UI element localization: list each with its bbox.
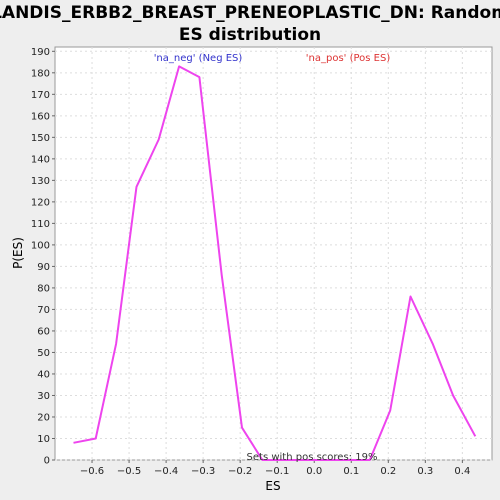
- y-tick-label: 10: [37, 434, 50, 445]
- y-tick-label: 120: [31, 197, 50, 208]
- y-tick-label: 110: [31, 219, 50, 230]
- x-tick-label: −0.1: [265, 466, 289, 477]
- y-tick-label: 50: [37, 348, 50, 359]
- y-axis-label: P(ES): [11, 237, 25, 269]
- chart-title-line-2: ES distribution: [179, 25, 321, 45]
- x-tick-label: −0.3: [191, 466, 215, 477]
- chart-title-line-1: LANDIS_ERBB2_BREAST_PRENEOPLASTIC_DN: Ra…: [0, 3, 500, 23]
- y-tick-label: 180: [31, 68, 50, 79]
- y-tick-label: 40: [37, 369, 50, 380]
- x-axis-label: ES: [265, 479, 280, 493]
- es-distribution-line: [73, 65, 477, 461]
- y-tick-label: 130: [31, 176, 50, 187]
- x-tick-label: −0.4: [154, 466, 178, 477]
- grid: [55, 47, 492, 461]
- x-tick-label: −0.5: [117, 466, 141, 477]
- y-tick-label: 70: [37, 305, 50, 316]
- y-tick-label: 100: [31, 240, 50, 251]
- y-tick-label: 170: [31, 90, 50, 101]
- y-tick-label: 190: [31, 47, 50, 58]
- legend-pos-es: 'na_pos' (Pos ES): [306, 53, 391, 64]
- y-tick-label: 30: [37, 391, 50, 402]
- y-tick-label: 20: [37, 412, 50, 423]
- x-tick-label: 0.1: [343, 466, 359, 477]
- legend-neg-es: 'na_neg' (Neg ES): [154, 53, 243, 64]
- x-tick-label: −0.2: [228, 466, 252, 477]
- y-tick-label: 60: [37, 326, 50, 337]
- series-layer: [73, 65, 477, 461]
- y-tick-label: 140: [31, 154, 50, 165]
- x-tick-label: 0.2: [380, 466, 396, 477]
- y-tick-label: 160: [31, 111, 50, 122]
- y-tick-label: 150: [31, 133, 50, 144]
- x-tick-label: 0.4: [454, 466, 470, 477]
- x-tick-label: −0.6: [80, 466, 104, 477]
- y-tick-label: 80: [37, 283, 50, 294]
- x-tick-label: 0.3: [417, 466, 433, 477]
- y-tick-label: 0: [44, 456, 50, 467]
- x-tick-label: 0.0: [306, 466, 322, 477]
- axis-ticks: −0.6 −0.5 −0.4 −0.3 −0.2 −0.1 0.0 0.1 0.2 0.3 0.4 0…: [31, 47, 470, 477]
- plot-area: [54, 46, 493, 461]
- pos-scores-annotation: Sets with pos scores: 19%: [247, 452, 378, 463]
- y-tick-label: 90: [37, 262, 50, 273]
